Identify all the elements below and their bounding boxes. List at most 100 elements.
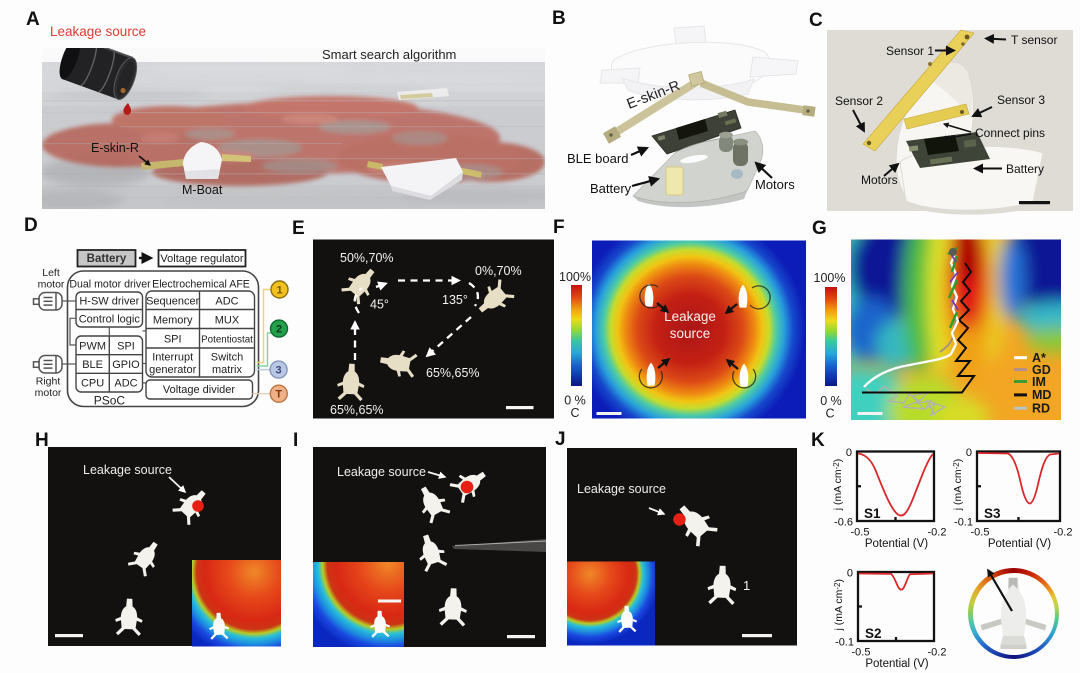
svg-text:65%,65%: 65%,65% — [330, 403, 384, 417]
svg-text:BLE: BLE — [82, 359, 103, 371]
svg-text:F: F — [553, 217, 565, 238]
svg-text:IM: IM — [1032, 375, 1046, 389]
svg-text:0: 0 — [846, 447, 852, 459]
svg-text:Left: Left — [42, 267, 60, 279]
svg-text:GD: GD — [1032, 363, 1051, 377]
svg-text:Motors: Motors — [755, 177, 795, 192]
svg-text:A*: A* — [1032, 351, 1046, 365]
svg-text:Potential (V): Potential (V) — [865, 538, 928, 550]
svg-text:0: 0 — [847, 568, 853, 580]
svg-text:100%: 100% — [814, 271, 846, 285]
svg-text:j (mA cm-2): j (mA cm-2) — [832, 459, 844, 511]
svg-text:generator: generator — [149, 364, 196, 376]
svg-text:0%,70%: 0%,70% — [475, 264, 522, 278]
svg-text:SPI: SPI — [117, 340, 135, 352]
svg-text:Interrupt: Interrupt — [152, 352, 193, 364]
svg-text:-0.5: -0.5 — [852, 647, 871, 659]
svg-text:Dual motor driver: Dual motor driver — [69, 279, 151, 291]
svg-text:-0.1: -0.1 — [835, 637, 854, 649]
svg-text:Battery: Battery — [1006, 162, 1044, 176]
svg-text:RD: RD — [1032, 402, 1050, 416]
svg-text:-0.5: -0.5 — [851, 527, 870, 539]
svg-text:Connect pins: Connect pins — [975, 126, 1045, 140]
svg-text:Sensor 1: Sensor 1 — [886, 44, 934, 58]
svg-text:C: C — [825, 407, 834, 421]
svg-text:M-Boat: M-Boat — [182, 183, 223, 197]
svg-text:Electrochemical AFE: Electrochemical AFE — [152, 279, 250, 291]
svg-text:Voltage regulator: Voltage regulator — [160, 253, 244, 265]
svg-text:H: H — [35, 430, 49, 451]
svg-text:ADC: ADC — [215, 296, 238, 308]
svg-text:MUX: MUX — [215, 314, 240, 326]
svg-text:j (mA cm-2): j (mA cm-2) — [833, 579, 845, 631]
svg-text:45°: 45° — [370, 298, 389, 312]
svg-text:motor: motor — [35, 387, 62, 399]
svg-text:B: B — [552, 8, 566, 29]
svg-text:A: A — [26, 9, 40, 30]
svg-text:Memory: Memory — [153, 314, 193, 326]
svg-text:T sensor: T sensor — [1011, 33, 1057, 47]
svg-text:65%,65%: 65%,65% — [426, 366, 480, 380]
svg-text:C: C — [809, 10, 823, 31]
svg-text:BLE board: BLE board — [567, 151, 628, 166]
svg-text:1: 1 — [276, 285, 282, 297]
svg-text:CPU: CPU — [81, 378, 104, 390]
svg-text:GPIO: GPIO — [112, 359, 140, 371]
svg-text:1: 1 — [743, 578, 750, 593]
svg-text:Voltage divider: Voltage divider — [163, 384, 235, 396]
svg-text:50%,70%: 50%,70% — [340, 251, 394, 265]
svg-text:SPI: SPI — [164, 334, 182, 346]
svg-text:0 %: 0 % — [564, 394, 586, 408]
svg-text:Leakage source: Leakage source — [83, 463, 172, 477]
svg-text:E-skin-R: E-skin-R — [91, 141, 139, 155]
svg-text:Leakage source: Leakage source — [50, 24, 146, 39]
svg-text:-0.5: -0.5 — [971, 527, 990, 539]
svg-text:Switch: Switch — [211, 352, 243, 364]
svg-text:Leakage: Leakage — [664, 309, 716, 324]
svg-text:Control logic: Control logic — [79, 313, 141, 325]
svg-text:Potentiostat: Potentiostat — [201, 335, 253, 346]
svg-text:-0.6: -0.6 — [834, 517, 853, 529]
svg-text:-0.1: -0.1 — [954, 517, 973, 529]
svg-text:Leakage source: Leakage source — [337, 465, 426, 479]
svg-text:135°: 135° — [442, 293, 468, 307]
svg-text:H-SW driver: H-SW driver — [79, 296, 139, 308]
svg-text:C: C — [570, 406, 579, 420]
svg-text:3: 3 — [276, 365, 282, 377]
svg-text:T: T — [275, 389, 282, 401]
svg-text:100%: 100% — [559, 270, 591, 284]
svg-text:S3: S3 — [984, 506, 1001, 521]
svg-text:G: G — [812, 218, 827, 239]
svg-text:ADC: ADC — [114, 378, 137, 390]
svg-text:D: D — [24, 215, 38, 236]
svg-text:S2: S2 — [865, 626, 882, 641]
svg-text:E: E — [292, 218, 305, 239]
svg-text:PWM: PWM — [79, 340, 106, 352]
svg-text:Potential (V): Potential (V) — [988, 538, 1051, 550]
svg-text:Smart search algorithm: Smart search algorithm — [322, 47, 456, 62]
svg-text:Leakage source: Leakage source — [577, 482, 666, 496]
svg-text:Right: Right — [36, 376, 61, 388]
svg-text:MD: MD — [1032, 388, 1051, 402]
svg-text:Motors: Motors — [861, 173, 898, 187]
svg-text:Potential (V): Potential (V) — [865, 658, 928, 670]
svg-text:source: source — [670, 326, 711, 341]
svg-text:I: I — [293, 430, 298, 451]
svg-text:-0.2: -0.2 — [928, 647, 947, 659]
svg-text:J: J — [555, 429, 566, 450]
svg-text:S1: S1 — [864, 506, 881, 521]
svg-text:2: 2 — [276, 324, 282, 336]
svg-text:PSoC: PSoC — [94, 394, 126, 408]
svg-text:Battery: Battery — [590, 181, 632, 196]
svg-text:-0.2: -0.2 — [1054, 527, 1073, 539]
svg-text:matrix: matrix — [212, 364, 242, 376]
svg-text:0: 0 — [966, 447, 972, 459]
svg-text:-0.2: -0.2 — [928, 527, 947, 539]
svg-text:j (mA cm-2): j (mA cm-2) — [952, 459, 964, 511]
svg-text:Sequencer: Sequencer — [146, 296, 200, 308]
svg-text:K: K — [811, 430, 825, 451]
svg-text:Sensor 2: Sensor 2 — [835, 94, 883, 108]
svg-text:Sensor 3: Sensor 3 — [997, 93, 1045, 107]
svg-text:0 %: 0 % — [820, 394, 842, 408]
svg-text:motor: motor — [38, 279, 65, 291]
